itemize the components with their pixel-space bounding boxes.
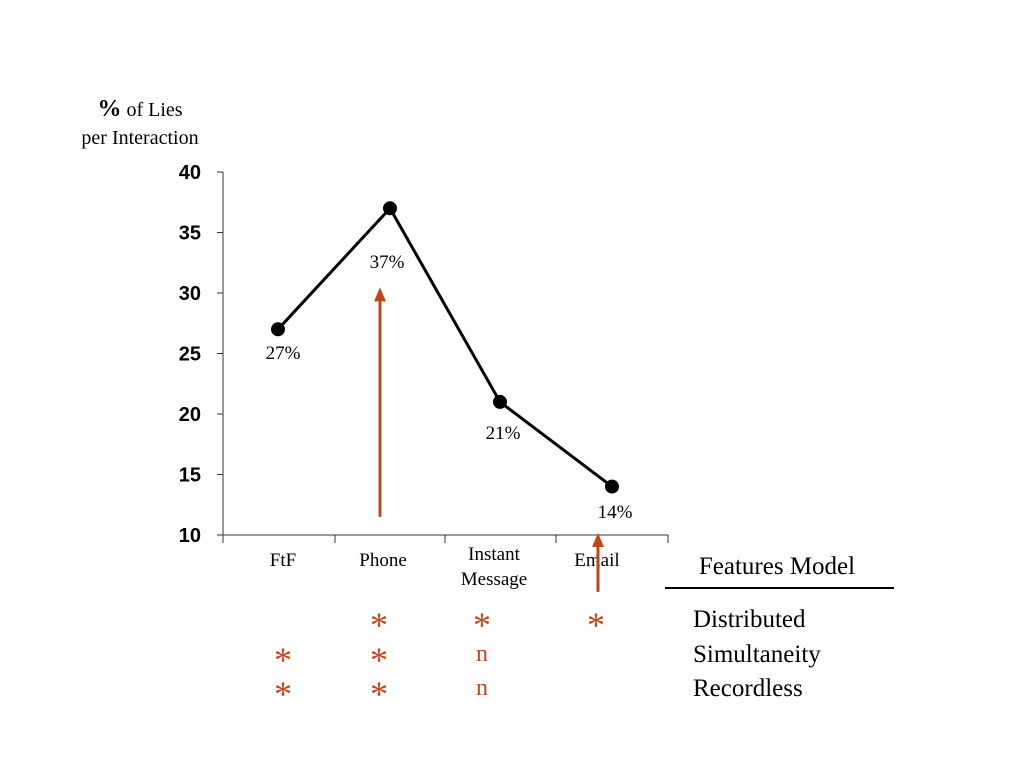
data-point xyxy=(383,201,397,216)
x-categories: FtFPhoneInstantMessageEmail xyxy=(270,544,620,590)
feature-star-mark: * xyxy=(370,640,388,680)
y-tick-label: 30 xyxy=(179,283,201,305)
y-tick-label: 35 xyxy=(179,223,201,245)
x-category-label: Phone xyxy=(359,550,407,571)
feature-star-mark: * xyxy=(274,674,292,714)
feature-label: Distributed xyxy=(693,606,806,633)
feature-star-mark: * xyxy=(370,674,388,714)
y-ticks: 10 15 20 25 30 35 40 xyxy=(179,162,223,547)
feature-star-mark: * xyxy=(370,605,388,645)
arrow-head xyxy=(374,287,386,302)
y-axis-title-rest: of Lies xyxy=(121,99,182,121)
series: 27% 37% 21% 14% xyxy=(266,201,633,523)
y-axis-title-pct: % xyxy=(97,96,121,122)
features-model-title: Features Model xyxy=(699,553,855,580)
feature-label: Simultaneity xyxy=(693,641,821,668)
x-category-label: Message xyxy=(461,569,527,590)
data-point xyxy=(271,322,285,337)
feature-star-mark: * xyxy=(274,640,292,680)
y-tick-label: 25 xyxy=(179,344,201,366)
data-label: 14% xyxy=(598,502,633,523)
feature-n-mark: n xyxy=(476,675,488,701)
series-line xyxy=(276,205,613,488)
x-category-label: Instant xyxy=(468,544,520,565)
y-tick-label: 15 xyxy=(179,465,201,487)
annotations xyxy=(374,287,604,592)
data-point xyxy=(605,479,619,494)
feature-label: Recordless xyxy=(693,675,803,702)
arrow-head xyxy=(592,533,604,547)
feature-n-mark: n xyxy=(476,641,488,667)
y-tick-label: 20 xyxy=(179,404,201,426)
feature-star-mark: * xyxy=(473,605,491,645)
y-axis-title-line2: per Interaction xyxy=(81,127,198,149)
data-label: 21% xyxy=(486,423,521,444)
x-category-label: FtF xyxy=(270,550,296,571)
y-tick-label: 40 xyxy=(179,162,201,184)
y-tick-label: 10 xyxy=(179,525,201,547)
data-label: 37% xyxy=(370,252,405,273)
feature-star-mark: * xyxy=(587,605,605,645)
data-point xyxy=(493,394,507,409)
data-label: 27% xyxy=(266,343,301,364)
y-axis-title-line1: % of Lies xyxy=(97,96,182,122)
